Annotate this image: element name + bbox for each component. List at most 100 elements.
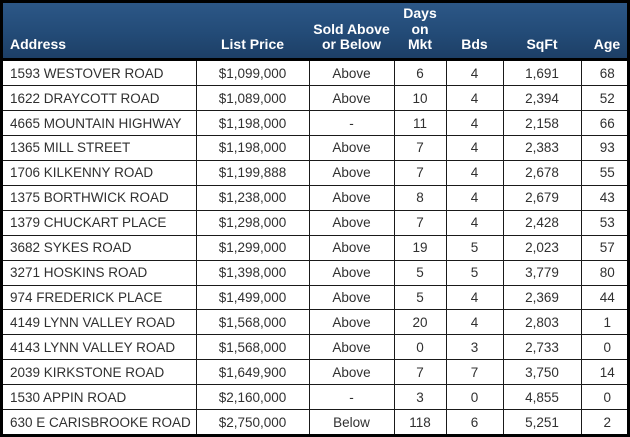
- cell-sold_above_below[interactable]: Above: [308, 59, 395, 87]
- cell-sqft[interactable]: 2,158: [502, 110, 582, 137]
- cell-address[interactable]: 974 FREDERICK PLACE: [3, 284, 197, 311]
- header-cell-address[interactable]: Address: [3, 3, 196, 62]
- cell-age[interactable]: 43: [580, 184, 627, 211]
- cell-list_price[interactable]: $1,099,000: [195, 59, 310, 87]
- cell-list_price[interactable]: $1,238,000: [195, 184, 310, 211]
- cell-age[interactable]: 0: [580, 384, 627, 411]
- cell-sold_above_below[interactable]: -: [308, 110, 395, 137]
- cell-address[interactable]: 4149 LYNN VALLEY ROAD: [3, 309, 197, 336]
- cell-days_on_mkt[interactable]: 8: [393, 184, 447, 211]
- cell-days_on_mkt[interactable]: 7: [393, 135, 447, 161]
- cell-sold_above_below[interactable]: Above: [308, 209, 395, 236]
- cell-list_price[interactable]: $1,499,000: [195, 284, 310, 311]
- cell-list_price[interactable]: $2,750,000: [195, 409, 310, 434]
- cell-list_price[interactable]: $1,298,000: [195, 209, 310, 236]
- cell-address[interactable]: 4143 LYNN VALLEY ROAD: [3, 334, 197, 361]
- header-cell-bds[interactable]: Bds: [446, 3, 503, 62]
- cell-address[interactable]: 3682 SYKES ROAD: [3, 234, 197, 261]
- cell-age[interactable]: 0: [580, 334, 627, 361]
- cell-list_price[interactable]: $2,160,000: [195, 384, 310, 411]
- cell-sold_above_below[interactable]: Above: [308, 259, 395, 286]
- cell-age[interactable]: 2: [580, 409, 627, 434]
- cell-sqft[interactable]: 1,691: [502, 59, 582, 87]
- cell-sqft[interactable]: 3,779: [502, 259, 582, 286]
- cell-list_price[interactable]: $1,199,888: [195, 159, 310, 186]
- cell-address[interactable]: 1365 MILL STREET: [3, 135, 197, 161]
- cell-sold_above_below[interactable]: Above: [308, 135, 395, 161]
- cell-bds[interactable]: 4: [445, 184, 504, 211]
- cell-days_on_mkt[interactable]: 7: [393, 159, 447, 186]
- cell-days_on_mkt[interactable]: 0: [393, 334, 447, 361]
- cell-age[interactable]: 57: [580, 234, 627, 261]
- cell-list_price[interactable]: $1,198,000: [195, 135, 310, 161]
- cell-age[interactable]: 68: [580, 59, 627, 87]
- cell-address[interactable]: 1706 KILKENNY ROAD: [3, 159, 197, 186]
- cell-sqft[interactable]: 4,855: [502, 384, 582, 411]
- cell-days_on_mkt[interactable]: 3: [393, 384, 447, 411]
- cell-sqft[interactable]: 3,750: [502, 359, 582, 386]
- cell-bds[interactable]: 5: [445, 234, 504, 261]
- cell-days_on_mkt[interactable]: 118: [393, 409, 447, 434]
- cell-list_price[interactable]: $1,568,000: [195, 309, 310, 336]
- cell-sold_above_below[interactable]: Above: [308, 359, 395, 386]
- cell-bds[interactable]: 4: [445, 209, 504, 236]
- cell-sqft[interactable]: 2,679: [502, 184, 582, 211]
- header-cell-age[interactable]: Age: [581, 3, 627, 62]
- cell-sold_above_below[interactable]: Above: [308, 85, 395, 112]
- cell-days_on_mkt[interactable]: 20: [393, 309, 447, 336]
- cell-sold_above_below[interactable]: -: [308, 384, 395, 411]
- cell-sqft[interactable]: 2,733: [502, 334, 582, 361]
- header-cell-sold_above_below[interactable]: Sold Above or Below: [309, 3, 394, 62]
- cell-age[interactable]: 1: [580, 309, 627, 336]
- cell-sold_above_below[interactable]: Above: [308, 334, 395, 361]
- cell-bds[interactable]: 3: [445, 334, 504, 361]
- cell-bds[interactable]: 4: [445, 284, 504, 311]
- cell-bds[interactable]: 4: [445, 309, 504, 336]
- cell-list_price[interactable]: $1,398,000: [195, 259, 310, 286]
- cell-address[interactable]: 630 E CARISBROOKE ROAD: [3, 409, 197, 434]
- cell-sqft[interactable]: 2,678: [502, 159, 582, 186]
- cell-bds[interactable]: 4: [445, 59, 504, 87]
- cell-bds[interactable]: 5: [445, 259, 504, 286]
- cell-days_on_mkt[interactable]: 11: [393, 110, 447, 137]
- cell-address[interactable]: 1593 WESTOVER ROAD: [3, 59, 197, 87]
- cell-bds[interactable]: 7: [445, 359, 504, 386]
- cell-days_on_mkt[interactable]: 6: [393, 59, 447, 87]
- cell-sold_above_below[interactable]: Above: [308, 234, 395, 261]
- cell-sqft[interactable]: 5,251: [502, 409, 582, 434]
- cell-address[interactable]: 1379 CHUCKART PLACE: [3, 209, 197, 236]
- cell-sold_above_below[interactable]: Above: [308, 284, 395, 311]
- cell-days_on_mkt[interactable]: 5: [393, 284, 447, 311]
- cell-address[interactable]: 4665 MOUNTAIN HIGHWAY: [3, 110, 197, 137]
- header-cell-days_on_mkt[interactable]: Days on Mkt: [394, 3, 446, 62]
- cell-address[interactable]: 1530 APPIN ROAD: [3, 384, 197, 411]
- cell-bds[interactable]: 0: [445, 384, 504, 411]
- cell-age[interactable]: 80: [580, 259, 627, 286]
- cell-list_price[interactable]: $1,089,000: [195, 85, 310, 112]
- header-cell-sqft[interactable]: SqFt: [503, 3, 581, 62]
- cell-address[interactable]: 1622 DRAYCOTT ROAD: [3, 85, 197, 112]
- cell-age[interactable]: 44: [580, 284, 627, 311]
- cell-age[interactable]: 93: [580, 135, 627, 161]
- cell-age[interactable]: 66: [580, 110, 627, 137]
- cell-bds[interactable]: 4: [445, 159, 504, 186]
- cell-bds[interactable]: 6: [445, 409, 504, 434]
- cell-age[interactable]: 53: [580, 209, 627, 236]
- cell-address[interactable]: 1375 BORTHWICK ROAD: [3, 184, 197, 211]
- cell-sqft[interactable]: 2,023: [502, 234, 582, 261]
- cell-list_price[interactable]: $1,568,000: [195, 334, 310, 361]
- cell-sold_above_below[interactable]: Above: [308, 184, 395, 211]
- cell-days_on_mkt[interactable]: 5: [393, 259, 447, 286]
- cell-sqft[interactable]: 2,428: [502, 209, 582, 236]
- cell-sqft[interactable]: 2,803: [502, 309, 582, 336]
- cell-sold_above_below[interactable]: Below: [308, 409, 395, 434]
- cell-address[interactable]: 3271 HOSKINS ROAD: [3, 259, 197, 286]
- cell-sqft[interactable]: 2,383: [502, 135, 582, 161]
- cell-sqft[interactable]: 2,394: [502, 85, 582, 112]
- cell-list_price[interactable]: $1,198,000: [195, 110, 310, 137]
- cell-sold_above_below[interactable]: Above: [308, 309, 395, 336]
- cell-bds[interactable]: 4: [445, 110, 504, 137]
- cell-bds[interactable]: 4: [445, 135, 504, 161]
- cell-sold_above_below[interactable]: Above: [308, 159, 395, 186]
- cell-days_on_mkt[interactable]: 7: [393, 359, 447, 386]
